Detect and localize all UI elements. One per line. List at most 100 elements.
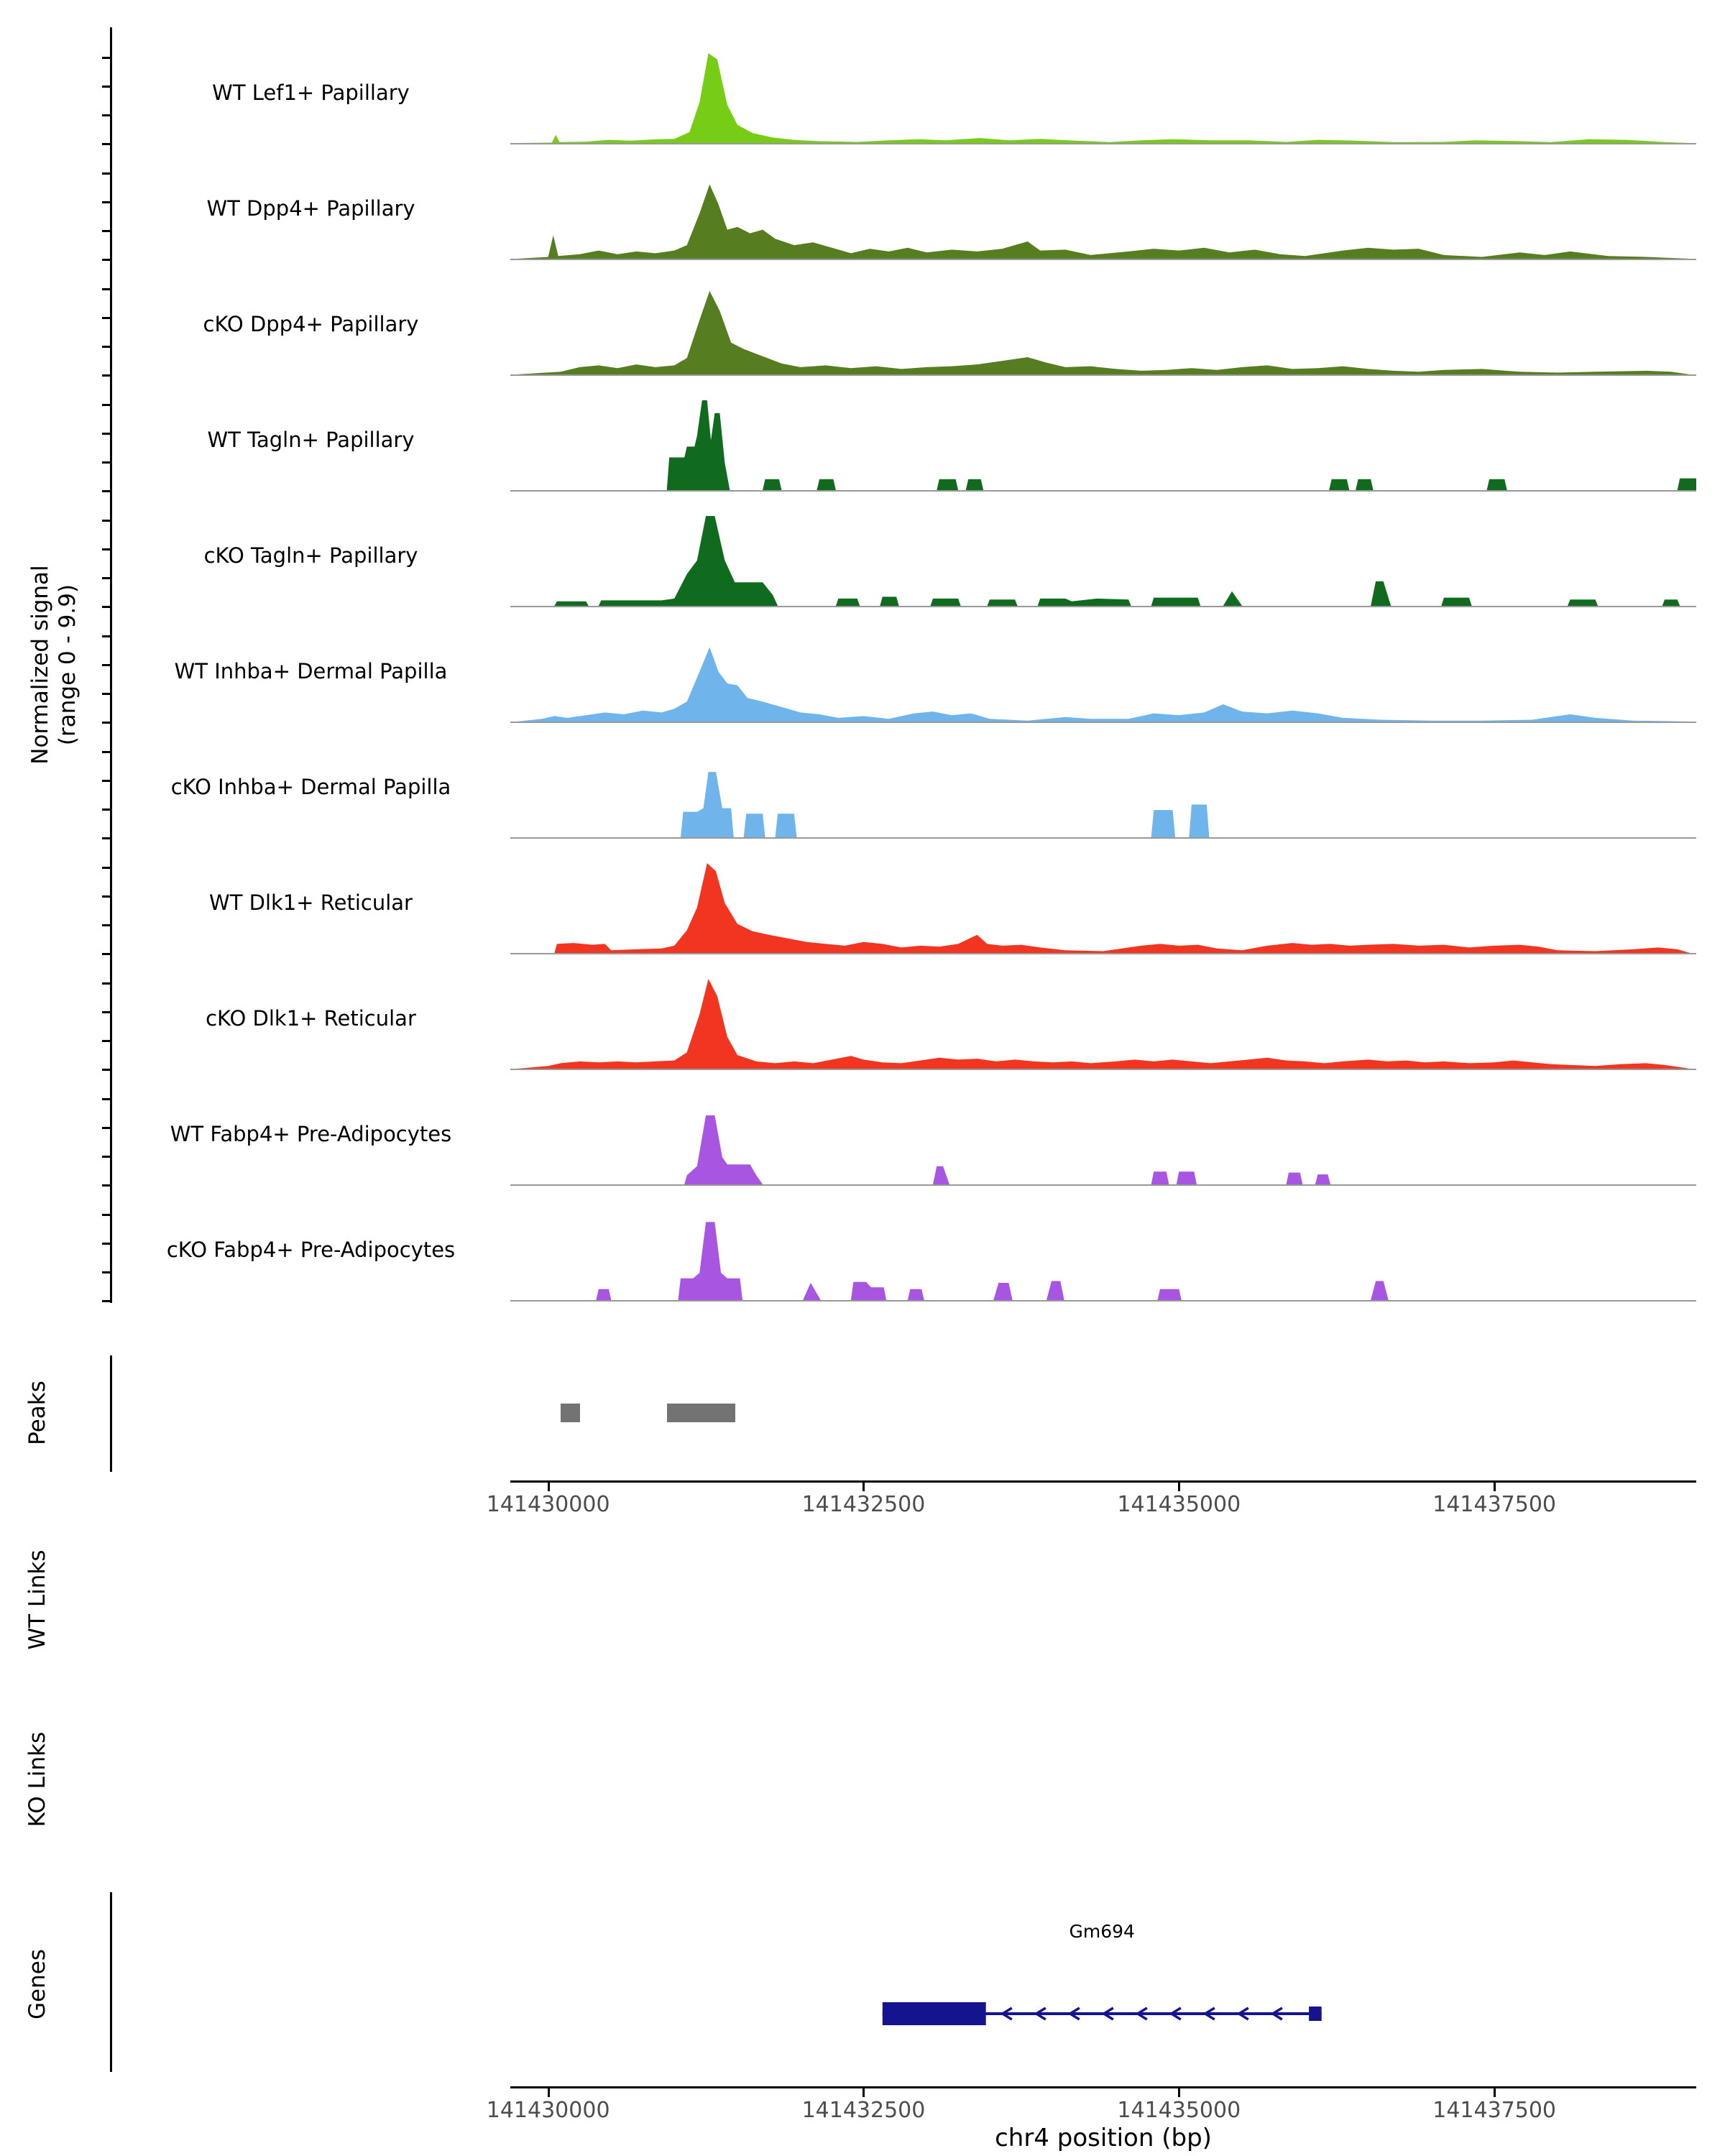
y-axis-tick bbox=[102, 346, 111, 348]
gene-exon-box bbox=[882, 2002, 986, 2025]
gene-end-box bbox=[1309, 2007, 1322, 2021]
signal-axis-spine bbox=[110, 27, 112, 1303]
gene-strand-arrow-icon bbox=[1101, 2007, 1114, 2021]
signal-polygon-8 bbox=[510, 863, 1696, 953]
gene-name-label: Gm694 bbox=[1069, 1921, 1134, 1942]
signal-area-10 bbox=[510, 1115, 1696, 1186]
x-axis-top-tick bbox=[1178, 1483, 1181, 1491]
gene-strand-arrow-icon bbox=[1169, 2007, 1182, 2021]
y-axis-tick bbox=[102, 1098, 111, 1100]
y-axis-tick bbox=[102, 404, 111, 406]
signal-area-6 bbox=[510, 647, 1696, 723]
y-axis-tick bbox=[102, 461, 111, 464]
y-axis-label: Normalized signal (range 0 - 9.9) bbox=[27, 478, 81, 852]
y-axis-tick bbox=[102, 230, 111, 232]
y-axis-tick bbox=[102, 924, 111, 926]
y-axis-tick bbox=[102, 1214, 111, 1216]
x-axis-bottom-tick-label: 141437500 bbox=[1432, 2098, 1557, 2123]
y-axis-tick bbox=[102, 751, 111, 753]
track-label-8: WT Dlk1+ Reticular bbox=[209, 890, 413, 915]
signal-area-3 bbox=[510, 290, 1696, 376]
track-label-1: WT Lef1+ Papillary bbox=[212, 80, 410, 105]
x-axis-top-line bbox=[510, 1480, 1696, 1483]
x-axis-top-tick-label: 141430000 bbox=[486, 1492, 610, 1517]
x-axis-bottom-tick-label: 141435000 bbox=[1117, 2098, 1241, 2123]
y-axis-tick bbox=[102, 317, 111, 319]
y-axis-tick bbox=[102, 1156, 111, 1158]
track-label-11: cKO Fabp4+ Pre-Adipocytes bbox=[166, 1238, 456, 1262]
signal-polygon-11 bbox=[510, 1222, 1696, 1300]
y-axis-tick bbox=[102, 953, 111, 955]
signal-area-8 bbox=[510, 863, 1696, 954]
y-axis-tick bbox=[102, 606, 111, 608]
y-axis-tick bbox=[102, 86, 111, 88]
y-axis-tick bbox=[102, 433, 111, 435]
x-axis-top-tick-label: 141437500 bbox=[1432, 1492, 1557, 1517]
y-axis-tick bbox=[102, 259, 111, 261]
y-axis-tick bbox=[102, 1271, 111, 1273]
y-axis-tick bbox=[102, 577, 111, 579]
y-axis-tick bbox=[102, 172, 111, 175]
x-axis-bottom-tick bbox=[547, 2088, 550, 2097]
y-axis-tick bbox=[102, 808, 111, 811]
y-axis-tick bbox=[102, 288, 111, 290]
y-axis-label-line2: (range 0 - 9.9) bbox=[55, 584, 80, 746]
signal-polygon-6 bbox=[510, 647, 1696, 722]
y-axis-label-line1: Normalized signal bbox=[27, 565, 53, 765]
signal-area-2 bbox=[510, 184, 1696, 260]
genes-panel-label: Genes bbox=[24, 1949, 50, 2019]
y-axis-tick bbox=[102, 895, 111, 898]
gene-track-area: Gm694 bbox=[882, 1921, 1322, 2025]
signal-area-11 bbox=[510, 1222, 1696, 1302]
y-axis-tick bbox=[102, 722, 111, 724]
x-axis-top-tick-label: 141435000 bbox=[1117, 1492, 1241, 1517]
gene-strand-arrow-icon bbox=[1202, 2007, 1215, 2021]
gene-strand-arrow-icon bbox=[1236, 2007, 1249, 2021]
signal-polygon-7 bbox=[510, 772, 1696, 837]
peaks-axis-spine bbox=[110, 1355, 112, 1472]
y-axis-tick bbox=[102, 1300, 111, 1302]
y-axis-tick bbox=[102, 57, 111, 59]
gene-strand-arrow-icon bbox=[1270, 2007, 1283, 2021]
track-label-4: WT Tagln+ Papillary bbox=[207, 428, 415, 452]
gene-strand-arrow-icon bbox=[1034, 2007, 1046, 2021]
signal-polygon-5 bbox=[510, 516, 1696, 606]
y-axis-tick bbox=[102, 114, 111, 116]
signal-polygon-9 bbox=[510, 979, 1696, 1069]
y-axis-tick bbox=[102, 837, 111, 839]
track-label-6: WT Inhba+ Dermal Papilla bbox=[174, 659, 448, 683]
x-axis-top-tick bbox=[862, 1483, 865, 1491]
track-label-7: cKO Inhba+ Dermal Papilla bbox=[170, 775, 451, 799]
y-axis-tick bbox=[102, 780, 111, 782]
y-axis-tick bbox=[102, 664, 111, 666]
peak-region bbox=[561, 1404, 581, 1422]
y-axis-tick bbox=[102, 143, 111, 145]
gene-strand-arrow-icon bbox=[1000, 2007, 1013, 2021]
y-axis-tick bbox=[102, 693, 111, 695]
x-axis-top-tick-label: 141432500 bbox=[801, 1492, 926, 1517]
track-label-5: cKO Tagln+ Papillary bbox=[203, 543, 418, 568]
y-axis-tick bbox=[102, 1127, 111, 1129]
y-axis-tick bbox=[102, 520, 111, 522]
peaks-panel-label: Peaks bbox=[24, 1381, 50, 1445]
peak-region bbox=[666, 1404, 736, 1422]
y-axis-tick bbox=[102, 1040, 111, 1042]
signal-area-9 bbox=[510, 979, 1696, 1070]
signal-area-5 bbox=[510, 516, 1696, 607]
x-axis-bottom-tick-label: 141432500 bbox=[801, 2098, 926, 2123]
y-axis-tick bbox=[102, 635, 111, 637]
x-axis-title: chr4 position (bp) bbox=[995, 2124, 1212, 2152]
y-axis-tick bbox=[102, 490, 111, 492]
track-label-3: cKO Dpp4+ Papillary bbox=[203, 312, 419, 336]
gene-strand-arrow-icon bbox=[1067, 2007, 1080, 2021]
x-axis-bottom-tick bbox=[1494, 2088, 1496, 2097]
track-label-9: cKO Dlk1+ Reticular bbox=[206, 1006, 416, 1031]
y-axis-tick bbox=[102, 548, 111, 550]
y-axis-tick bbox=[102, 1069, 111, 1071]
y-axis-tick bbox=[102, 1184, 111, 1187]
x-axis-bottom-line bbox=[510, 2086, 1696, 2088]
signal-area-4 bbox=[510, 400, 1696, 492]
ko-links-panel-label: KO Links bbox=[24, 1731, 50, 1828]
y-axis-tick bbox=[102, 1011, 111, 1013]
